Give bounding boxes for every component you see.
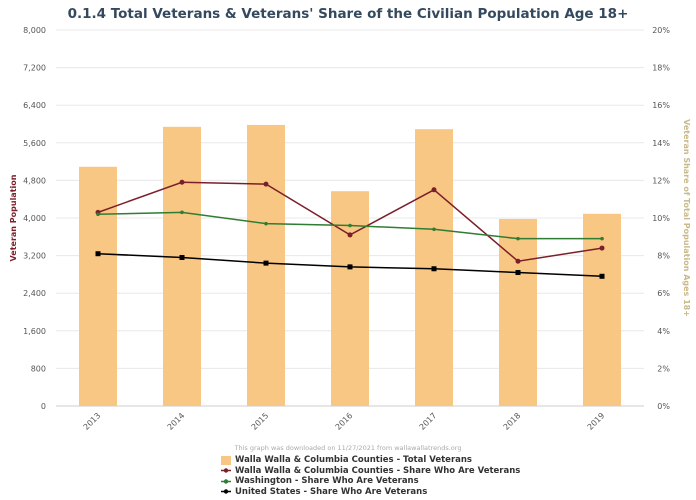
- y-right-tick: 4%: [657, 327, 670, 336]
- data-point: [516, 236, 520, 241]
- bar-2018: [499, 218, 537, 406]
- y-left-tick: 0: [41, 402, 46, 411]
- data-point: [348, 223, 352, 228]
- legend: Walla Walla & Columbia Counties - Total …: [221, 455, 520, 497]
- line-marker-icon: [221, 487, 231, 496]
- y-left-tick: 2,400: [23, 289, 46, 298]
- y-right-tick: 0%: [657, 402, 670, 411]
- line-marker-icon: [221, 477, 231, 486]
- data-point: [599, 245, 605, 251]
- x-tick: 2018: [502, 411, 523, 432]
- legend-item[interactable]: Washington - Share Who Are Veterans: [221, 476, 520, 487]
- bar-2013: [79, 166, 117, 406]
- data-point: [515, 258, 521, 264]
- legend-item[interactable]: United States - Share Who Are Veterans: [221, 487, 520, 498]
- data-point: [347, 232, 353, 238]
- y-right-tick: 8%: [657, 252, 670, 261]
- y-right-tick: 12%: [652, 176, 670, 185]
- data-point: [263, 260, 269, 266]
- data-point: [599, 273, 605, 279]
- data-point: [431, 187, 437, 193]
- data-point: [264, 221, 268, 226]
- y-right-tick: 10%: [652, 214, 670, 223]
- legend-label: Walla Walla & Columbia Counties - Total …: [235, 455, 472, 465]
- y-left-tick: 4,800: [23, 176, 46, 185]
- x-tick: 2014: [166, 411, 187, 432]
- credit-text: This graph was downloaded on 11/27/2021 …: [234, 444, 462, 452]
- y-left-tick: 7,200: [23, 64, 46, 73]
- data-point: [179, 254, 185, 260]
- y-right-tick: 2%: [657, 364, 670, 373]
- y-left-tick: 6,400: [23, 101, 46, 110]
- y-left-tick: 8,000: [23, 26, 46, 35]
- legend-item[interactable]: Walla Walla & Columbia Counties - Share …: [221, 466, 520, 477]
- data-point: [347, 264, 353, 270]
- bar-2019: [583, 213, 621, 406]
- y-right-tick: 18%: [652, 64, 670, 73]
- data-point: [515, 270, 521, 276]
- data-point: [263, 181, 269, 187]
- y-left-tick: 3,200: [23, 252, 46, 261]
- y-right-tick: 16%: [652, 101, 670, 110]
- x-tick: 2013: [82, 411, 103, 432]
- y-right-label: Veteran Share of Total Population Ages 1…: [682, 119, 691, 317]
- x-tick: 2019: [586, 411, 607, 432]
- data-point: [95, 251, 101, 257]
- chart: 0 0% 800 2% 1,600 4% 2,400 6% 3,200 8% 4,000 10% 4,8…: [9, 26, 691, 432]
- chart-title: 0.1.4 Total Veterans & Veterans' Share o…: [67, 6, 629, 22]
- y-right-tick: 20%: [652, 26, 670, 35]
- x-tick: 2015: [250, 411, 271, 432]
- data-point: [179, 179, 185, 185]
- data-point: [96, 212, 100, 217]
- bar-swatch-icon: [221, 455, 231, 465]
- y-left-tick: 800: [31, 364, 46, 373]
- bar-2014: [163, 126, 201, 406]
- data-point: [600, 236, 604, 241]
- data-point: [180, 210, 184, 215]
- x-tick: 2017: [418, 411, 439, 432]
- y-left-label: Veteran Population: [9, 174, 18, 261]
- y-left-tick: 1,600: [23, 327, 46, 336]
- legend-label: Walla Walla & Columbia Counties - Share …: [235, 465, 521, 476]
- legend-item[interactable]: Walla Walla & Columbia Counties - Total …: [221, 455, 520, 466]
- y-right-tick: 6%: [657, 289, 670, 298]
- y-right-tick: 14%: [652, 139, 670, 148]
- x-tick: 2016: [334, 411, 355, 432]
- line-marker-icon: [221, 466, 231, 475]
- bar-2016: [331, 191, 369, 406]
- legend-label: United States - Share Who Are Veterans: [235, 486, 428, 497]
- y-left-tick: 5,600: [23, 139, 46, 148]
- legend-label: Washington - Share Who Are Veterans: [235, 476, 419, 486]
- data-point: [431, 266, 437, 272]
- y-left-tick: 4,000: [23, 214, 46, 223]
- data-point: [432, 227, 436, 232]
